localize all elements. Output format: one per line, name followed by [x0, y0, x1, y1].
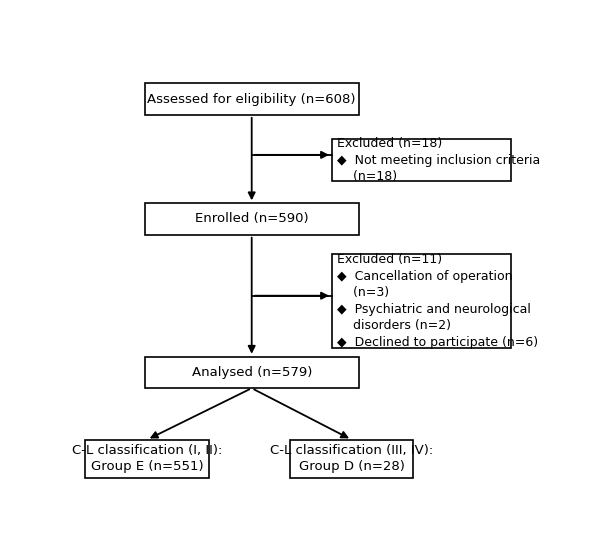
FancyBboxPatch shape [332, 139, 511, 181]
Text: Excluded (n=11)
◆  Cancellation of operation
    (n=3)
◆  Psychiatric and neurol: Excluded (n=11) ◆ Cancellation of operat… [337, 253, 539, 349]
FancyBboxPatch shape [145, 84, 359, 115]
Text: C-L classification (III, IV):
Group D (n=28): C-L classification (III, IV): Group D (n… [270, 444, 433, 473]
FancyBboxPatch shape [145, 203, 359, 235]
Text: Assessed for eligibility (n=608): Assessed for eligibility (n=608) [148, 93, 356, 106]
Text: Enrolled (n=590): Enrolled (n=590) [195, 212, 308, 225]
Text: Analysed (n=579): Analysed (n=579) [191, 366, 312, 379]
Text: C-L classification (I, II):
Group E (n=551): C-L classification (I, II): Group E (n=5… [72, 444, 222, 473]
Text: Excluded (n=18)
◆  Not meeting inclusion criteria
    (n=18): Excluded (n=18) ◆ Not meeting inclusion … [337, 137, 541, 183]
FancyBboxPatch shape [145, 357, 359, 388]
FancyBboxPatch shape [85, 440, 209, 478]
FancyBboxPatch shape [332, 254, 511, 348]
FancyBboxPatch shape [290, 440, 413, 478]
